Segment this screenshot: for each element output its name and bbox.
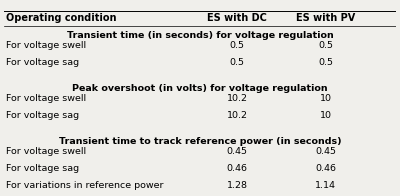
Text: 10.2: 10.2 — [227, 94, 248, 103]
Text: For voltage swell: For voltage swell — [6, 147, 86, 156]
Text: For variations in reference power: For variations in reference power — [6, 181, 164, 190]
Text: 0.45: 0.45 — [315, 147, 336, 156]
Text: For voltage swell: For voltage swell — [6, 94, 86, 103]
Text: Peak overshoot (in volts) for voltage regulation: Peak overshoot (in volts) for voltage re… — [72, 84, 328, 93]
Text: 10: 10 — [320, 94, 332, 103]
Text: 0.5: 0.5 — [318, 41, 333, 50]
Text: 0.45: 0.45 — [227, 147, 248, 156]
Text: Transient time to track reference power (in seconds): Transient time to track reference power … — [59, 137, 341, 146]
Text: 0.46: 0.46 — [227, 164, 248, 173]
Text: For voltage sag: For voltage sag — [6, 111, 79, 120]
Text: Transient time (in seconds) for voltage regulation: Transient time (in seconds) for voltage … — [67, 31, 333, 40]
Text: 0.5: 0.5 — [230, 41, 245, 50]
Text: For voltage sag: For voltage sag — [6, 58, 79, 67]
Text: 1.14: 1.14 — [315, 181, 336, 190]
Text: 0.5: 0.5 — [318, 58, 333, 67]
Text: 1.28: 1.28 — [227, 181, 248, 190]
Text: Operating condition: Operating condition — [6, 13, 116, 23]
Text: For voltage swell: For voltage swell — [6, 41, 86, 50]
Text: 10.2: 10.2 — [227, 111, 248, 120]
Text: 0.46: 0.46 — [315, 164, 336, 173]
Text: ES with DC: ES with DC — [207, 13, 267, 23]
Text: 0.5: 0.5 — [230, 58, 245, 67]
Text: ES with PV: ES with PV — [296, 13, 355, 23]
Text: For voltage sag: For voltage sag — [6, 164, 79, 173]
Text: 10: 10 — [320, 111, 332, 120]
